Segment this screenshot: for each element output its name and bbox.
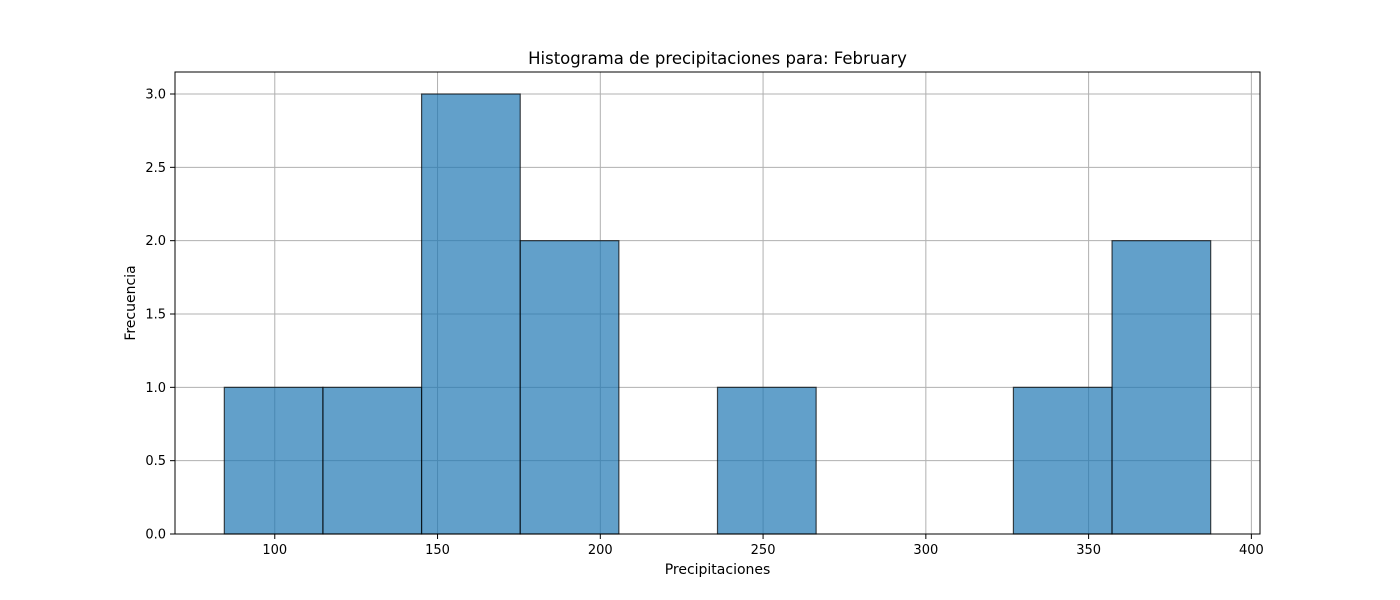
histogram-bar: [223, 386, 324, 535]
x-tick-label: 250: [751, 543, 776, 558]
y-tick-label: 3.0: [145, 88, 166, 103]
histogram-bar: [322, 386, 423, 535]
x-tick-label: 150: [425, 543, 450, 558]
y-tick-label: 1.0: [145, 381, 166, 396]
x-tick-label: 200: [588, 543, 613, 558]
x-tick-label: 100: [262, 543, 287, 558]
x-tick-label: 300: [913, 543, 938, 558]
histogram-bar: [1012, 386, 1113, 535]
y-tick-label: 0.0: [145, 528, 166, 543]
y-tick-label: 1.5: [145, 308, 166, 323]
histogram-bar: [519, 240, 620, 535]
plot-frame: [174, 71, 1261, 535]
y-axis-label: Frecuencia: [123, 265, 139, 340]
histogram-bar: [420, 93, 521, 535]
bars-layer: [223, 93, 1212, 535]
x-tick-label: 400: [1239, 543, 1264, 558]
x-tick-label: 350: [1076, 543, 1101, 558]
x-axis-label: Precipitaciones: [665, 562, 771, 578]
chart-title: Histograma de precipitaciones para: Febr…: [528, 49, 907, 68]
histogram-bar: [716, 386, 817, 535]
y-tick-label: 2.0: [145, 234, 166, 249]
y-tick-label: 0.5: [145, 454, 166, 469]
y-axis-ticks: 0.0 0.5 1.0 1.5 2.0 2.5 3.0: [145, 88, 175, 543]
histogram-bar: [1111, 240, 1212, 535]
x-axis-ticks: 100 150 200 250 300 350 400: [262, 534, 1264, 558]
y-tick-label: 2.5: [145, 161, 166, 176]
